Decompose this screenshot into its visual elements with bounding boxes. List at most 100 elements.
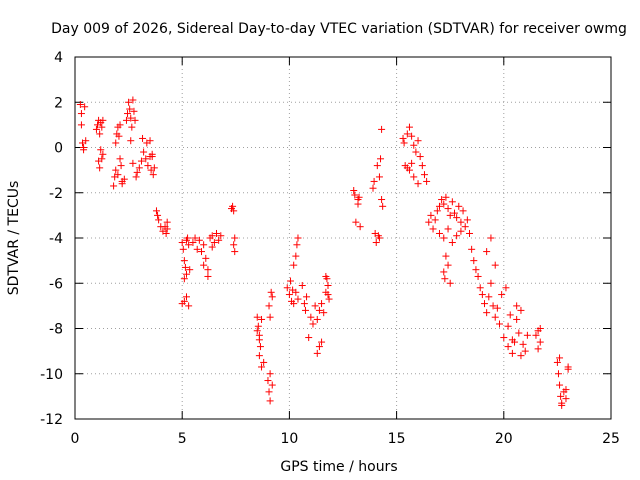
data-point — [77, 110, 85, 118]
data-point — [112, 166, 120, 174]
data-point — [185, 302, 193, 310]
data-point — [267, 288, 275, 296]
data-point — [120, 175, 128, 183]
data-point — [180, 297, 188, 305]
data-point — [268, 381, 276, 389]
data-point — [77, 121, 85, 129]
data-point — [351, 191, 359, 199]
data-point — [448, 239, 456, 247]
data-point — [204, 266, 212, 274]
y-tick-label: -10 — [40, 367, 63, 383]
data-point — [193, 245, 201, 253]
plot-frame — [74, 56, 612, 420]
data-point — [399, 134, 407, 142]
data-point — [268, 293, 276, 301]
data-point — [129, 159, 137, 167]
data-point — [149, 171, 157, 179]
data-point — [114, 171, 122, 179]
data-point — [405, 166, 413, 174]
data-point — [115, 132, 123, 140]
data-point — [562, 386, 570, 394]
data-point — [185, 241, 193, 249]
y-tick-label: -2 — [49, 186, 63, 202]
data-point — [290, 300, 298, 308]
y-tick-label: -8 — [49, 322, 63, 338]
data-point — [446, 211, 454, 219]
data-point — [491, 261, 499, 269]
data-point — [210, 239, 218, 247]
data-point — [508, 349, 516, 357]
data-point — [372, 239, 380, 247]
data-point — [76, 101, 84, 109]
data-point — [96, 130, 104, 138]
data-point — [152, 207, 160, 215]
data-point — [132, 173, 140, 181]
data-point — [375, 234, 383, 242]
data-point — [254, 322, 262, 330]
data-point — [81, 103, 89, 111]
data-point — [513, 315, 521, 323]
data-point — [125, 98, 133, 106]
data-point — [200, 241, 208, 249]
data-point — [354, 200, 362, 208]
data-point — [438, 196, 446, 204]
x-tick-label: 20 — [495, 431, 513, 447]
data-point — [139, 134, 147, 142]
data-point — [513, 302, 521, 310]
data-point — [127, 114, 135, 122]
data-point — [536, 338, 544, 346]
grid-lines — [75, 57, 611, 419]
data-point — [163, 225, 171, 233]
data-point — [534, 345, 542, 353]
data-point — [200, 261, 208, 269]
data-point — [298, 282, 306, 290]
data-point — [92, 125, 100, 133]
data-point — [472, 266, 480, 274]
data-point — [98, 123, 106, 131]
data-point — [116, 121, 124, 129]
data-point — [182, 293, 190, 301]
data-point — [370, 177, 378, 185]
data-point — [230, 241, 238, 249]
data-point — [320, 309, 328, 317]
data-point — [258, 363, 266, 371]
data-point — [506, 311, 514, 319]
data-point — [135, 164, 143, 172]
data-point — [440, 268, 448, 276]
data-point — [427, 211, 435, 219]
data-point — [468, 245, 476, 253]
x-axis-label: GPS time / hours — [280, 459, 397, 475]
x-tick-label: 25 — [602, 431, 620, 447]
data-point — [300, 300, 308, 308]
data-point — [110, 182, 118, 190]
data-point — [408, 159, 416, 167]
data-point — [130, 107, 138, 115]
data-point — [465, 229, 473, 237]
data-point — [403, 130, 411, 138]
data-point — [256, 343, 264, 351]
data-point — [515, 329, 523, 337]
data-point — [217, 232, 225, 240]
data-point — [197, 248, 205, 256]
data-point — [191, 234, 199, 242]
data-point — [435, 229, 443, 237]
x-tick-label: 0 — [71, 431, 80, 447]
data-point — [461, 223, 469, 231]
data-point — [485, 293, 493, 301]
chart-title: Day 009 of 2026, Sidereal Day-to-day VTE… — [51, 21, 627, 37]
data-point — [562, 395, 570, 403]
data-point — [414, 137, 422, 145]
data-point — [500, 334, 508, 342]
data-point — [433, 207, 441, 215]
data-point — [536, 325, 544, 332]
data-point — [378, 196, 386, 204]
data-point — [554, 370, 562, 378]
data-point — [154, 211, 162, 219]
data-point — [418, 162, 426, 170]
data-point — [493, 304, 501, 312]
data-point — [440, 234, 448, 242]
data-point — [517, 306, 525, 314]
data-point — [440, 200, 448, 208]
data-point — [377, 155, 385, 163]
y-tick-label: 0 — [54, 141, 63, 157]
